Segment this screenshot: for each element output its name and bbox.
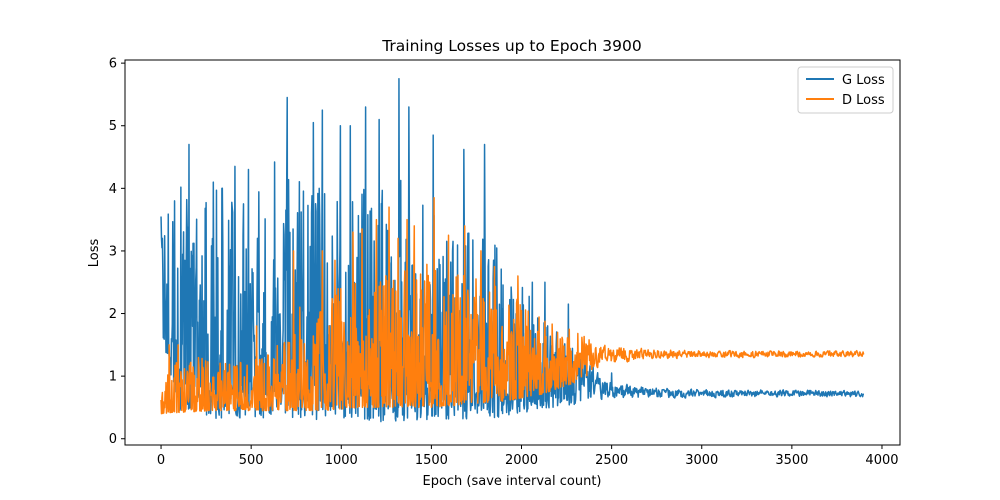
x-tick-label: 3000 <box>685 453 718 468</box>
series-layer <box>160 78 865 423</box>
chart-title: Training Losses up to Epoch 3900 <box>381 37 642 55</box>
x-tick-label: 2000 <box>505 453 538 468</box>
y-axis-label: Loss <box>87 239 102 268</box>
legend-label-d-loss: D Loss <box>842 93 885 108</box>
y-tick-label: 5 <box>109 119 117 134</box>
y-tick-label: 0 <box>109 432 117 447</box>
legend: G Loss D Loss <box>797 66 894 114</box>
y-tick-label: 3 <box>109 244 117 259</box>
y-tick-label: 4 <box>109 182 117 197</box>
y-axis: 0 1 2 3 4 5 6 <box>109 57 125 447</box>
x-axis-label: Epoch (save interval count) <box>422 474 601 489</box>
series-line-g-loss <box>160 78 865 423</box>
x-tick-label: 500 <box>239 453 264 468</box>
plot-frame <box>124 59 901 446</box>
y-tick-label: 6 <box>109 57 117 72</box>
y-tick-label: 1 <box>109 370 117 385</box>
y-tick-label: 2 <box>109 307 117 322</box>
x-tick-label: 3500 <box>775 453 808 468</box>
x-tick-label: 1500 <box>415 453 448 468</box>
x-tick-label: 0 <box>157 453 165 468</box>
x-tick-label: 2500 <box>595 453 628 468</box>
series-line-d-loss <box>160 196 865 415</box>
x-axis: 0 500 1000 1500 2000 2500 3000 3500 4000 <box>157 445 899 468</box>
x-tick-label: 4000 <box>865 453 898 468</box>
x-tick-label: 1000 <box>325 453 358 468</box>
legend-label-g-loss: G Loss <box>842 73 885 88</box>
